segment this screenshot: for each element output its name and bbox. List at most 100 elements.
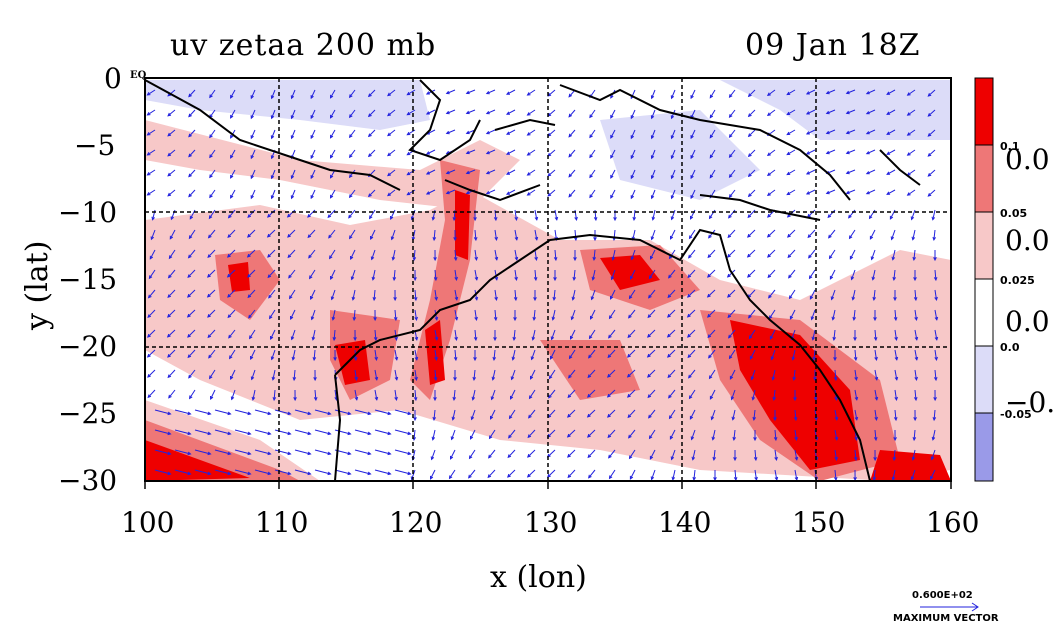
wind-vector-head	[367, 153, 372, 158]
wind-vector-head	[749, 355, 754, 360]
wind-vector	[487, 469, 496, 478]
wind-vector-head	[793, 397, 797, 402]
wind-vector	[567, 469, 576, 478]
wind-vector-head	[610, 134, 614, 139]
wind-vector	[749, 329, 756, 339]
wind-vector-head	[209, 94, 213, 99]
wind-vector-head	[828, 234, 832, 239]
wind-vector-head	[689, 415, 694, 420]
wind-vector-head	[167, 451, 172, 456]
colorbar-big-label: −0.	[1005, 386, 1056, 419]
wind-vector	[530, 369, 536, 380]
wind-vector-head	[393, 297, 397, 302]
wind-vector	[208, 209, 216, 219]
wind-vector-head	[246, 253, 251, 258]
wind-vector-head	[706, 293, 711, 298]
wind-vector-head	[729, 375, 734, 380]
wind-vector-head	[927, 153, 932, 157]
wind-vector-head	[387, 92, 391, 97]
wind-vector	[690, 189, 696, 199]
wind-vector-head	[230, 375, 234, 380]
wind-vector-head	[553, 277, 557, 282]
wind-vector	[668, 269, 676, 279]
wind-vector	[394, 429, 411, 435]
wind-vector-head	[187, 354, 192, 359]
wind-vector-head	[646, 353, 651, 358]
wind-vector	[866, 169, 876, 175]
wind-vector	[188, 189, 196, 197]
wind-vector	[651, 129, 656, 139]
wind-vector-head	[508, 415, 513, 420]
wind-vector-head	[488, 435, 493, 440]
wind-vector	[689, 229, 696, 239]
wind-vector	[188, 149, 196, 157]
wind-vector	[829, 249, 836, 259]
wind-vector-head	[709, 94, 714, 99]
wind-vector-head	[167, 431, 172, 436]
wind-vector	[334, 469, 351, 475]
wind-vector	[651, 229, 656, 240]
wind-vector-head	[406, 111, 411, 116]
wind-vector	[449, 469, 456, 479]
wind-vector	[394, 309, 397, 321]
wind-vector-head	[387, 471, 392, 476]
wind-vector	[671, 149, 676, 159]
wind-vector-head	[845, 190, 850, 195]
wind-vector-head	[853, 457, 858, 462]
wind-vector	[630, 169, 636, 179]
wind-vector-head	[831, 316, 836, 321]
wind-vector-head	[773, 437, 778, 442]
wind-vector	[687, 269, 696, 278]
wind-vector	[247, 249, 256, 258]
wind-vector-head	[332, 337, 337, 342]
wind-vector	[826, 129, 836, 134]
wind-vector-head	[567, 453, 571, 458]
wind-vector-head	[485, 110, 490, 115]
wind-vector	[372, 269, 376, 280]
wind-vector-head	[168, 255, 173, 260]
wind-vector	[390, 209, 396, 220]
wind-vector-head	[871, 276, 876, 281]
wind-vector-head	[146, 152, 151, 156]
wind-vector-head	[666, 333, 671, 338]
wind-vector-head	[670, 135, 675, 140]
wind-vector	[207, 309, 216, 318]
wind-vector	[834, 469, 837, 481]
wind-vector-head	[452, 396, 457, 401]
colorbar-swatch-2	[974, 144, 994, 213]
wind-vector	[667, 349, 676, 358]
wind-vector	[394, 329, 397, 340]
wind-vector	[514, 249, 518, 260]
wind-vector	[393, 269, 396, 281]
y-axis-label: y (lat)	[20, 240, 55, 330]
wind-vector	[250, 349, 256, 360]
wind-vector	[334, 429, 351, 435]
wind-vector-head	[445, 90, 450, 95]
wind-vector-head	[267, 254, 271, 258]
wind-vector-head	[910, 216, 915, 221]
wind-vector-head	[514, 216, 518, 222]
wind-vector-head	[186, 313, 191, 318]
wind-vector	[209, 189, 216, 198]
wind-vector	[407, 89, 416, 96]
wind-vector-head	[353, 357, 358, 362]
wind-vector-head	[454, 276, 458, 282]
wind-vector	[554, 249, 557, 261]
wind-vector	[731, 389, 736, 400]
wind-vector-head	[913, 297, 918, 302]
wind-vector	[754, 449, 757, 461]
wind-vector-head	[465, 190, 470, 195]
wind-vector-head	[747, 113, 752, 118]
wind-vector	[291, 189, 296, 199]
wind-vector-head	[533, 297, 537, 302]
wind-vector	[332, 309, 336, 320]
wind-vector-head	[453, 237, 457, 242]
wind-vector-head	[288, 274, 292, 279]
wind-vector-head	[150, 236, 155, 241]
wind-vector-head	[934, 316, 939, 321]
wind-vector	[274, 429, 291, 435]
wind-vector-head	[510, 376, 515, 381]
wind-vector-head	[873, 317, 877, 322]
wind-vector	[506, 89, 516, 95]
wind-vector	[446, 89, 456, 94]
